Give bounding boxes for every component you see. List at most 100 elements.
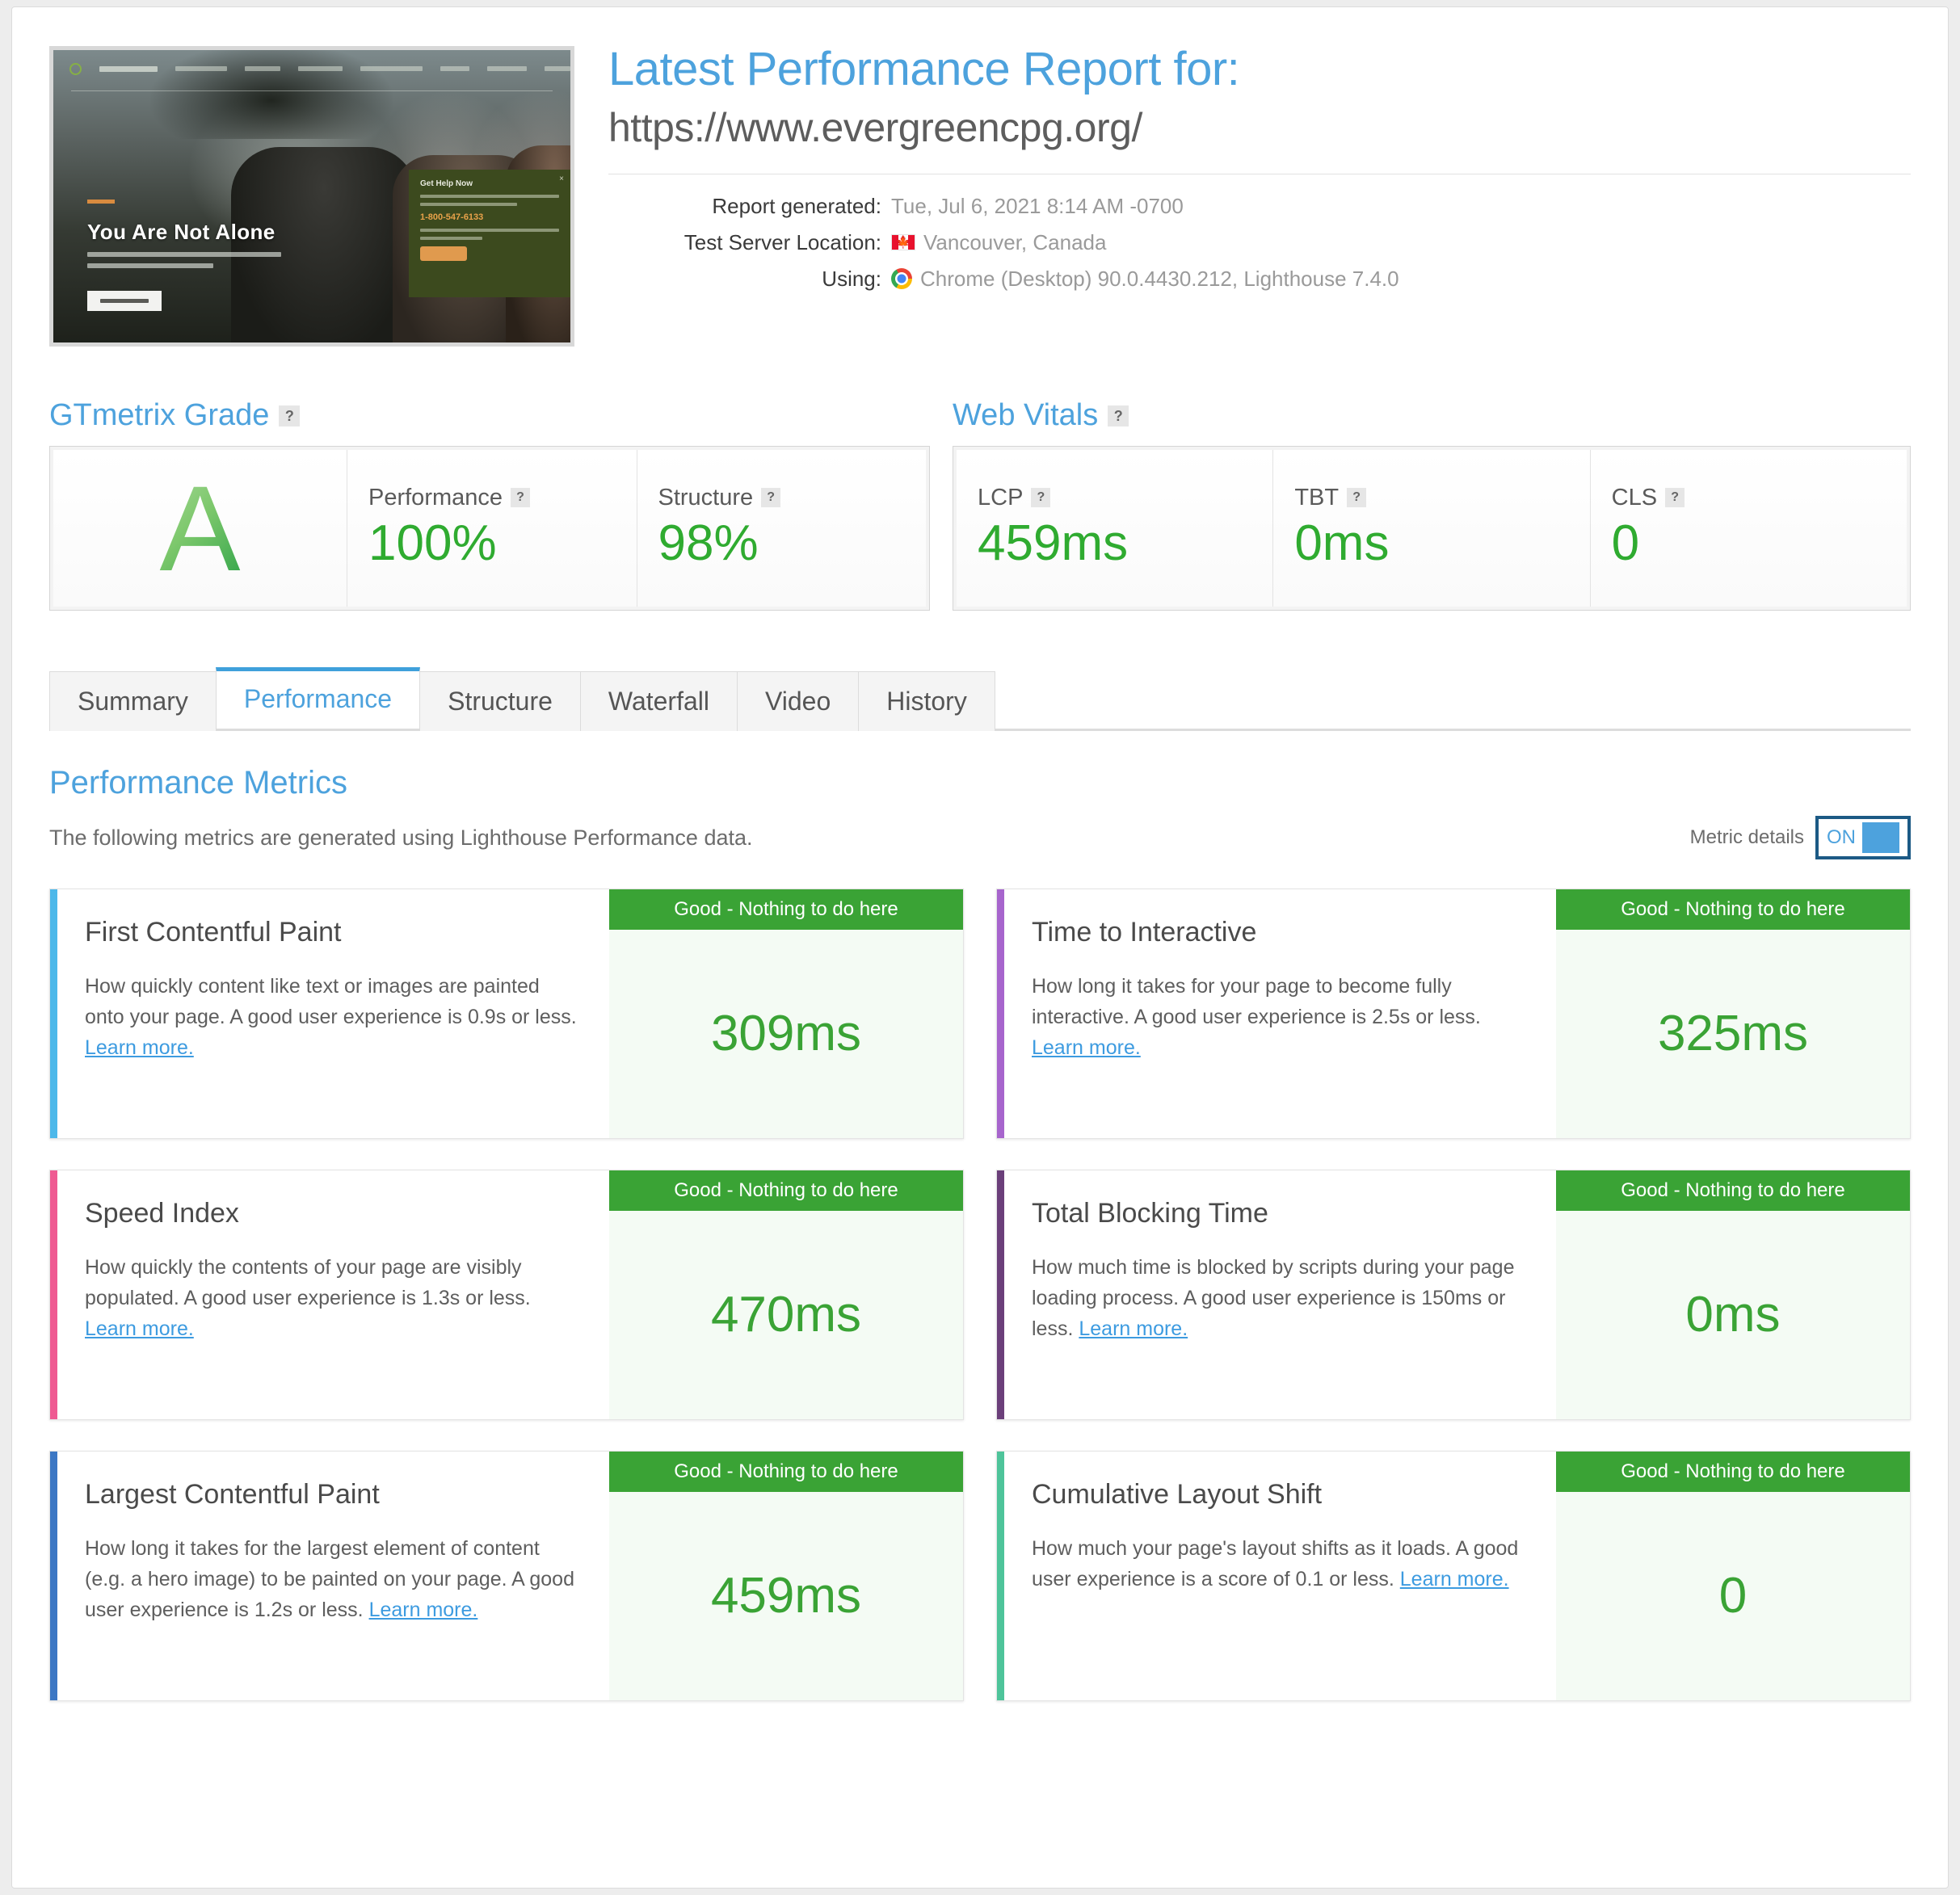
thumbnail-popup-phone: 1-800-547-6133 xyxy=(420,212,484,222)
report-header: You Are Not Alone × Get Help Now 1-800-5… xyxy=(12,7,1948,347)
thumbnail-hero-button xyxy=(87,291,162,311)
report-url[interactable]: https://www.evergreencpg.org/ xyxy=(608,104,1142,150)
metric-value: 325ms xyxy=(1657,1006,1809,1061)
metric-card-body: First Contentful Paint How quickly conten… xyxy=(57,889,609,1138)
metric-value-container: 459ms xyxy=(609,1492,963,1700)
learn-more-link[interactable]: Learn more. xyxy=(1079,1317,1188,1340)
performance-metrics-subtitle: The following metrics are generated usin… xyxy=(49,825,753,850)
metric-card-description-text: How quickly content like text or images … xyxy=(85,975,577,1028)
metric-card-accent-bar xyxy=(997,1170,1004,1419)
thumbnail-get-help-popup: × Get Help Now 1-800-547-6133 xyxy=(409,170,570,297)
report-metadata: Report generated: Tue, Jul 6, 2021 8:14 … xyxy=(608,194,1911,292)
tab-structure[interactable]: Structure xyxy=(419,671,581,731)
metric-value: 309ms xyxy=(710,1006,862,1061)
learn-more-link[interactable]: Learn more. xyxy=(368,1599,478,1621)
metric-card: Time to Interactive How long it takes for… xyxy=(996,889,1911,1139)
performance-score-value: 100% xyxy=(368,515,497,571)
metric-value-container: 325ms xyxy=(1556,930,1910,1138)
tbt-label: TBT xyxy=(1294,484,1340,511)
metadata-row-using: Using: Chrome (Desktop) 90.0.4430.212, L… xyxy=(608,267,1911,292)
cls-value: 0 xyxy=(1611,515,1640,571)
metric-card-accent-bar xyxy=(50,1452,57,1700)
gtmetrix-grade-panel: GTmetrix Grade ? A Performance ? 100% St… xyxy=(49,398,930,611)
web-vitals-box: LCP ? 459ms TBT ? 0ms CLS ? xyxy=(953,446,1911,611)
thumbnail-nav-item xyxy=(360,66,423,71)
metric-card-description: How quickly the contents of your page ar… xyxy=(85,1252,580,1344)
metric-details-toggle-state: ON xyxy=(1827,826,1856,848)
metric-value-container: 309ms xyxy=(609,930,963,1138)
learn-more-link[interactable]: Learn more. xyxy=(85,1036,194,1059)
structure-score-label: Structure xyxy=(658,484,754,511)
thumbnail-nav-item xyxy=(544,66,570,71)
metric-details-toggle-knob xyxy=(1862,822,1899,853)
learn-more-link[interactable]: Learn more. xyxy=(1032,1036,1141,1059)
performance-score-label-row: Performance ? xyxy=(368,485,616,511)
web-vitals-help-icon[interactable]: ? xyxy=(1108,405,1129,426)
metric-card-score-panel: Good - Nothing to do here 0ms xyxy=(1556,1170,1910,1419)
tab-summary[interactable]: Summary xyxy=(49,671,217,731)
gtmetrix-grade-help-icon[interactable]: ? xyxy=(279,405,301,426)
thumbnail-tree xyxy=(150,50,393,139)
metric-card-accent-bar xyxy=(50,889,57,1138)
thumbnail-nav-item xyxy=(245,66,280,71)
metric-card-title: Time to Interactive xyxy=(1032,917,1257,948)
lcp-value: 459ms xyxy=(978,515,1129,571)
lcp-label-row: LCP ? xyxy=(978,485,1251,511)
thumbnail-nav-item xyxy=(440,66,470,71)
status-badge: Good - Nothing to do here xyxy=(1556,1170,1910,1211)
tab-label: Video xyxy=(764,687,831,716)
tab-waterfall[interactable]: Waterfall xyxy=(579,671,738,731)
browser-version-value: Chrome (Desktop) 90.0.4430.212, Lighthou… xyxy=(920,266,1399,291)
learn-more-link[interactable]: Learn more. xyxy=(1399,1568,1509,1590)
metric-card: Total Blocking Time How much time is bloc… xyxy=(996,1170,1911,1420)
performance-metrics-title: Performance Metrics xyxy=(49,765,347,800)
metric-card-description-text: How quickly the contents of your page ar… xyxy=(85,1256,531,1309)
thumbnail-popup-title: Get Help Now xyxy=(420,179,473,188)
metric-card-description: How much time is blocked by scripts duri… xyxy=(1032,1252,1527,1344)
tab-label: Performance xyxy=(243,684,393,713)
site-screenshot-thumbnail[interactable]: You Are Not Alone × Get Help Now 1-800-5… xyxy=(49,46,574,347)
tbt-help-icon[interactable]: ? xyxy=(1347,488,1367,508)
metric-card-title: Largest Contentful Paint xyxy=(85,1479,380,1510)
status-badge: Good - Nothing to do here xyxy=(609,1452,963,1492)
thumbnail-logo-text xyxy=(99,65,158,72)
thumbnail-nav-item xyxy=(175,66,228,71)
metric-card-body: Speed Index How quickly the contents of y… xyxy=(57,1170,609,1419)
site-thumbnail-container: You Are Not Alone × Get Help Now 1-800-5… xyxy=(49,40,574,347)
metric-details-toggle[interactable]: ON xyxy=(1815,816,1911,859)
tab-label: Summary xyxy=(78,687,188,716)
metric-card-accent-bar xyxy=(997,1452,1004,1700)
metric-card-title: Cumulative Layout Shift xyxy=(1032,1479,1323,1510)
metric-card: First Contentful Paint How quickly conten… xyxy=(49,889,964,1139)
cls-help-icon[interactable]: ? xyxy=(1665,488,1685,508)
metric-card-accent-bar xyxy=(50,1170,57,1419)
report-page: You Are Not Alone × Get Help Now 1-800-5… xyxy=(11,6,1949,1889)
tab-label: History xyxy=(886,687,967,716)
metric-card-score-panel: Good - Nothing to do here 309ms xyxy=(609,889,963,1138)
metadata-row-location: Test Server Location: 🍁 Vancouver, Canad… xyxy=(608,230,1911,255)
metadata-label: Test Server Location: xyxy=(683,229,881,254)
structure-help-icon[interactable]: ? xyxy=(761,488,781,508)
performance-help-icon[interactable]: ? xyxy=(511,488,531,508)
metric-card-title: First Contentful Paint xyxy=(85,917,342,948)
test-server-location-value: Vancouver, Canada xyxy=(923,229,1107,254)
tab-bar: Summary Performance Structure Waterfall Vide… xyxy=(49,667,1911,731)
tab-performance[interactable]: Performance xyxy=(215,667,421,729)
page-title: Latest Performance Report for: xyxy=(608,43,1240,95)
thumbnail-logo-icon xyxy=(69,62,82,75)
web-vitals-panel: Web Vitals ? LCP ? 459ms TBT ? 0ms xyxy=(953,398,1911,611)
tbt-label-row: TBT ? xyxy=(1294,485,1568,511)
metadata-label: Report generated: xyxy=(712,193,881,218)
metric-card: Largest Contentful Paint How long it take… xyxy=(49,1451,964,1701)
tab-video[interactable]: Video xyxy=(736,671,860,731)
lcp-help-icon[interactable]: ? xyxy=(1031,488,1051,508)
metrics-subtitle-row: The following metrics are generated usin… xyxy=(49,816,1911,859)
tab-history[interactable]: History xyxy=(858,671,995,731)
thumbnail-nav-item xyxy=(297,66,343,71)
metadata-value: Tue, Jul 6, 2021 8:14 AM -0700 xyxy=(891,194,1184,219)
learn-more-link[interactable]: Learn more. xyxy=(85,1317,194,1340)
status-badge: Good - Nothing to do here xyxy=(609,889,963,930)
thumbnail-hero-subtext xyxy=(87,252,281,275)
thumbnail-popup-button xyxy=(420,246,467,261)
metadata-row-generated: Report generated: Tue, Jul 6, 2021 8:14 … xyxy=(608,194,1911,219)
